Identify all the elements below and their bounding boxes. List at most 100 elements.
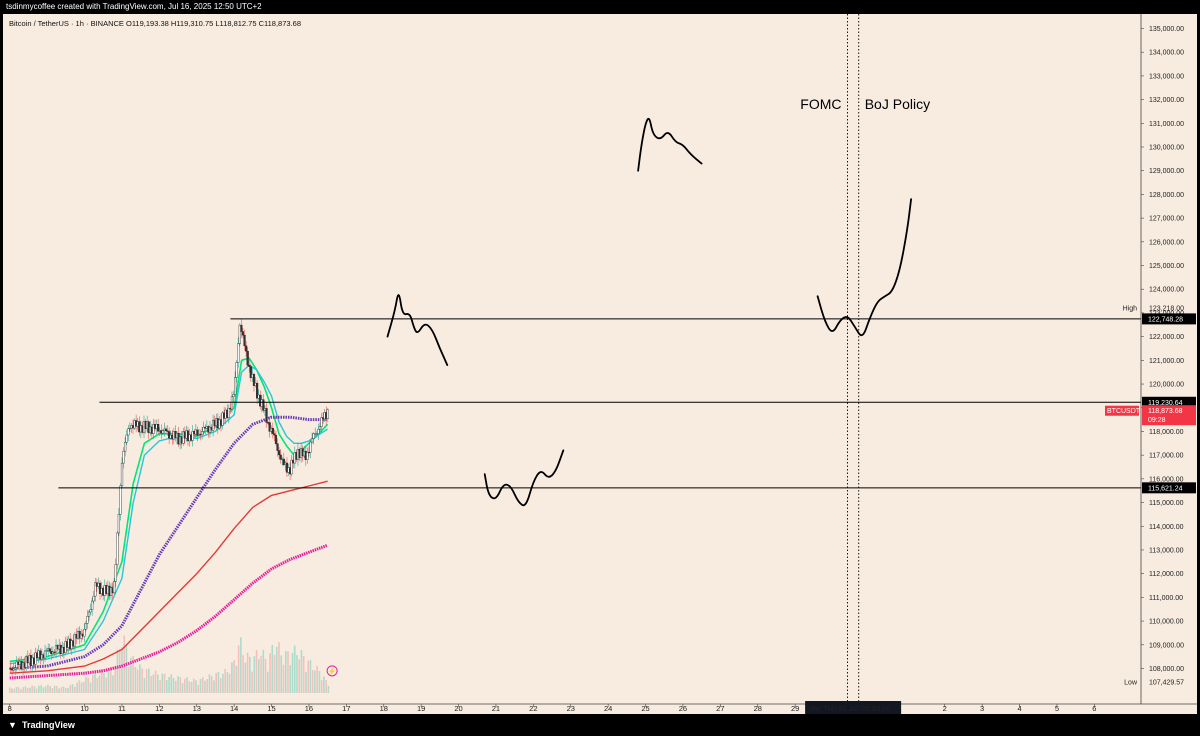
volume-bar <box>204 680 206 693</box>
x-tick-label: 10 <box>80 704 88 713</box>
volume-bar <box>177 676 179 693</box>
volume-bar <box>253 656 256 693</box>
volume-bar <box>161 673 164 693</box>
volume-bar <box>168 676 170 693</box>
y-tick-label: 130,000.00 <box>1149 144 1184 151</box>
candle-body <box>310 438 314 443</box>
volume-bar <box>22 687 25 693</box>
volume-bar <box>56 686 58 693</box>
x-tick-label: 11 <box>118 704 126 713</box>
volume-bar <box>228 673 231 693</box>
y-tick-label: 131,000.00 <box>1149 121 1184 128</box>
volume-bar <box>157 674 159 693</box>
level-tag-label: 115,621.24 <box>1148 485 1183 492</box>
candle-body <box>307 451 311 454</box>
y-tick-label: 117,000.00 <box>1149 453 1184 460</box>
candle-body <box>86 616 89 624</box>
volume-bar <box>42 687 45 693</box>
x-tick-label: 2 <box>943 704 947 713</box>
tradingview-brand: TradingView <box>22 720 75 730</box>
volume-bar <box>24 686 27 693</box>
y-tick-label: 127,000.00 <box>1149 216 1184 223</box>
level-tag-label: 119,230.64 <box>1148 400 1183 407</box>
x-tick-label: 16 <box>305 704 313 713</box>
candle-body <box>127 428 130 436</box>
volume-bar <box>269 653 271 693</box>
y-tick-label: 113,000.00 <box>1149 547 1184 554</box>
level-tag-bg <box>1142 482 1196 494</box>
candle-body <box>157 424 160 432</box>
candle-body <box>191 431 194 441</box>
moving-average-ema-magenta <box>9 543 329 680</box>
volume-bar <box>246 652 249 693</box>
volume-bar <box>44 686 47 693</box>
volume-bar <box>80 682 83 693</box>
volume-bar <box>208 674 211 693</box>
candle-body <box>221 412 224 426</box>
y-tick-label: 126,000.00 <box>1149 239 1184 246</box>
volume-bar <box>150 675 152 693</box>
volume-bar <box>188 681 191 693</box>
candle-body <box>320 417 323 427</box>
candle-body <box>234 377 237 395</box>
price-chart[interactable]: ⚡ FOMC BoJ Policy 135,000.00134,000.00133… <box>3 14 1197 714</box>
volume-bar <box>116 649 119 693</box>
x-tick-label: 19 <box>417 704 425 713</box>
event-label-fomc: FOMC <box>800 96 841 112</box>
candle-body <box>92 595 95 602</box>
volume-bar <box>278 642 280 693</box>
volume-bar <box>206 678 209 693</box>
candle-body <box>262 399 265 411</box>
y-tick-label: 122,000.00 <box>1149 334 1184 341</box>
volume-bar <box>125 644 128 693</box>
volume-bar <box>237 645 240 693</box>
volume-bar <box>15 687 18 693</box>
volume-bar <box>179 677 182 693</box>
volume-bar <box>26 687 29 693</box>
candle-body <box>128 427 131 430</box>
volume-bar <box>166 680 168 693</box>
candle-body <box>246 350 249 366</box>
chart-panel[interactable]: ⚡ FOMC BoJ Policy 135,000.00 134,000.00 133… <box>3 14 1197 714</box>
candle-body <box>53 651 56 653</box>
candle-body <box>48 648 51 652</box>
x-tick-label: 12 <box>155 704 163 713</box>
volume-bar <box>287 651 289 693</box>
moving-average-ema-red <box>9 480 328 674</box>
volume-bar <box>127 666 130 693</box>
candle-body <box>268 422 271 432</box>
volume-bar <box>222 673 224 693</box>
volume-bar <box>284 651 287 693</box>
x-tick-label: 9 <box>45 704 49 713</box>
price-axis-bg <box>1141 14 1197 714</box>
candle-body <box>120 462 124 487</box>
volume-bar <box>112 675 114 693</box>
candle-body <box>252 374 256 386</box>
y-tick-label: 115,000.00 <box>1149 500 1184 507</box>
volume-bar <box>33 686 36 693</box>
level-tag-bg <box>1142 396 1196 408</box>
candle-body <box>243 334 246 347</box>
volume-bar <box>199 678 202 693</box>
volume-bar <box>307 660 309 693</box>
y-tick-label: 133,000.00 <box>1149 73 1184 80</box>
y-tick-label: 120,000.00 <box>1149 382 1184 389</box>
candle-body <box>248 364 251 367</box>
volume-bar <box>100 670 103 693</box>
candle-body <box>166 430 169 432</box>
y-tick-label: 109,000.00 <box>1149 642 1184 649</box>
volume-bar <box>170 674 173 693</box>
volume-bar <box>258 659 260 693</box>
volume-bar <box>132 655 134 693</box>
volume-bar <box>107 669 110 693</box>
volume-bar <box>210 676 213 693</box>
volume-bar <box>53 685 56 693</box>
candle-body <box>238 324 241 344</box>
volume-bar <box>85 677 87 693</box>
x-tick-label: 17 <box>342 704 350 713</box>
y-tick-label: 135,000.00 <box>1149 26 1184 33</box>
volume-bar <box>118 648 121 693</box>
moving-average-ema-slow <box>9 415 328 670</box>
y-tick-label: 129,000.00 <box>1149 168 1184 175</box>
volume-bar <box>139 664 141 693</box>
